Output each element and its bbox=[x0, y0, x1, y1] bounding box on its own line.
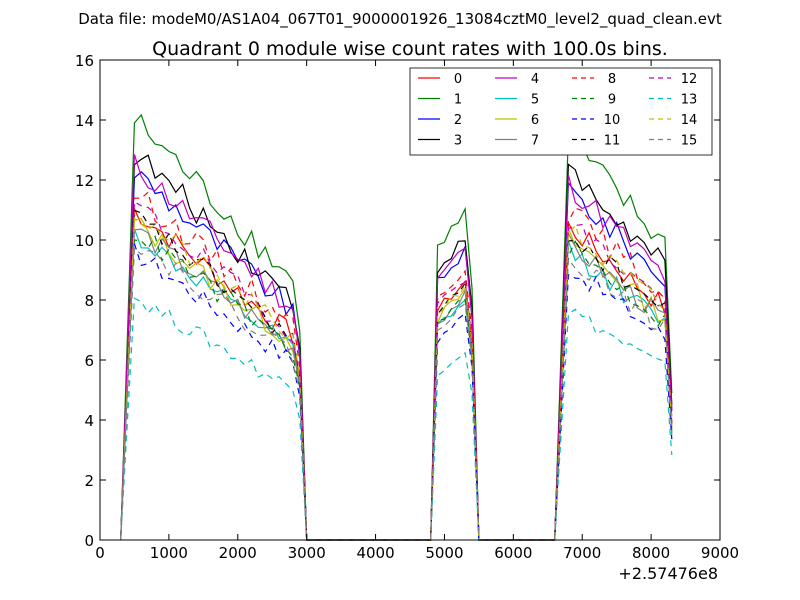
y-tick-label: 2 bbox=[84, 472, 94, 490]
y-tick-label: 10 bbox=[75, 232, 94, 250]
series-line-5 bbox=[120, 228, 673, 541]
chart-title: Quadrant 0 module wise count rates with … bbox=[152, 38, 668, 60]
x-offset-label: +2.57476e8 bbox=[618, 564, 718, 583]
series-line-9 bbox=[120, 234, 673, 541]
y-tick-label: 8 bbox=[84, 292, 94, 310]
x-tick-label: 8000 bbox=[632, 544, 670, 562]
series-line-15 bbox=[120, 247, 673, 541]
y-tick-label: 4 bbox=[84, 412, 94, 430]
legend-label-11: 11 bbox=[604, 134, 621, 149]
x-tick-label: 9000 bbox=[701, 544, 739, 562]
y-tick-label: 16 bbox=[75, 52, 94, 70]
legend-label-0: 0 bbox=[454, 72, 462, 87]
x-tick-label: 2000 bbox=[219, 544, 257, 562]
y-tick-label: 14 bbox=[75, 112, 94, 130]
legend-label-15: 15 bbox=[681, 134, 698, 149]
legend-label-6: 6 bbox=[531, 113, 539, 128]
legend-label-14: 14 bbox=[681, 113, 698, 128]
series-line-13 bbox=[120, 297, 673, 541]
y-tick-label: 12 bbox=[75, 172, 94, 190]
series-line-0 bbox=[120, 208, 673, 541]
series-line-2 bbox=[120, 170, 673, 541]
series-line-1 bbox=[120, 113, 673, 541]
series-line-10 bbox=[120, 243, 673, 541]
legend-label-9: 9 bbox=[608, 93, 616, 108]
x-tick-label: 6000 bbox=[494, 544, 532, 562]
series-line-4 bbox=[120, 154, 673, 541]
legend-label-3: 3 bbox=[454, 134, 462, 149]
x-axis: 0 1000 2000 3000 4000 5000 6000 7000 8000 9000 bbox=[95, 60, 739, 562]
series-line-12 bbox=[120, 200, 673, 541]
legend-label-5: 5 bbox=[531, 93, 539, 108]
chart-suptitle: Data file: modeM0/AS1A04_067T01_90000019… bbox=[78, 10, 722, 29]
y-tick-label: 6 bbox=[84, 352, 94, 370]
legend-label-7: 7 bbox=[531, 134, 539, 149]
legend-label-2: 2 bbox=[454, 113, 462, 128]
legend-label-8: 8 bbox=[608, 72, 616, 87]
x-tick-label: 3000 bbox=[288, 544, 326, 562]
legend-label-13: 13 bbox=[681, 93, 698, 108]
y-tick-label: 0 bbox=[84, 532, 94, 550]
x-tick-label: 7000 bbox=[563, 544, 601, 562]
series-line-3 bbox=[120, 154, 673, 541]
x-tick-label: 5000 bbox=[425, 544, 463, 562]
legend-label-1: 1 bbox=[454, 93, 462, 108]
x-tick-label: 4000 bbox=[356, 544, 394, 562]
series-line-11 bbox=[120, 209, 673, 541]
legend-label-4: 4 bbox=[531, 72, 539, 87]
legend-box bbox=[409, 67, 713, 156]
legend-label-12: 12 bbox=[681, 72, 698, 87]
x-tick-label: 0 bbox=[95, 544, 105, 562]
legend-label-10: 10 bbox=[604, 113, 621, 128]
x-tick-label: 1000 bbox=[150, 544, 188, 562]
plot-area bbox=[120, 113, 673, 541]
